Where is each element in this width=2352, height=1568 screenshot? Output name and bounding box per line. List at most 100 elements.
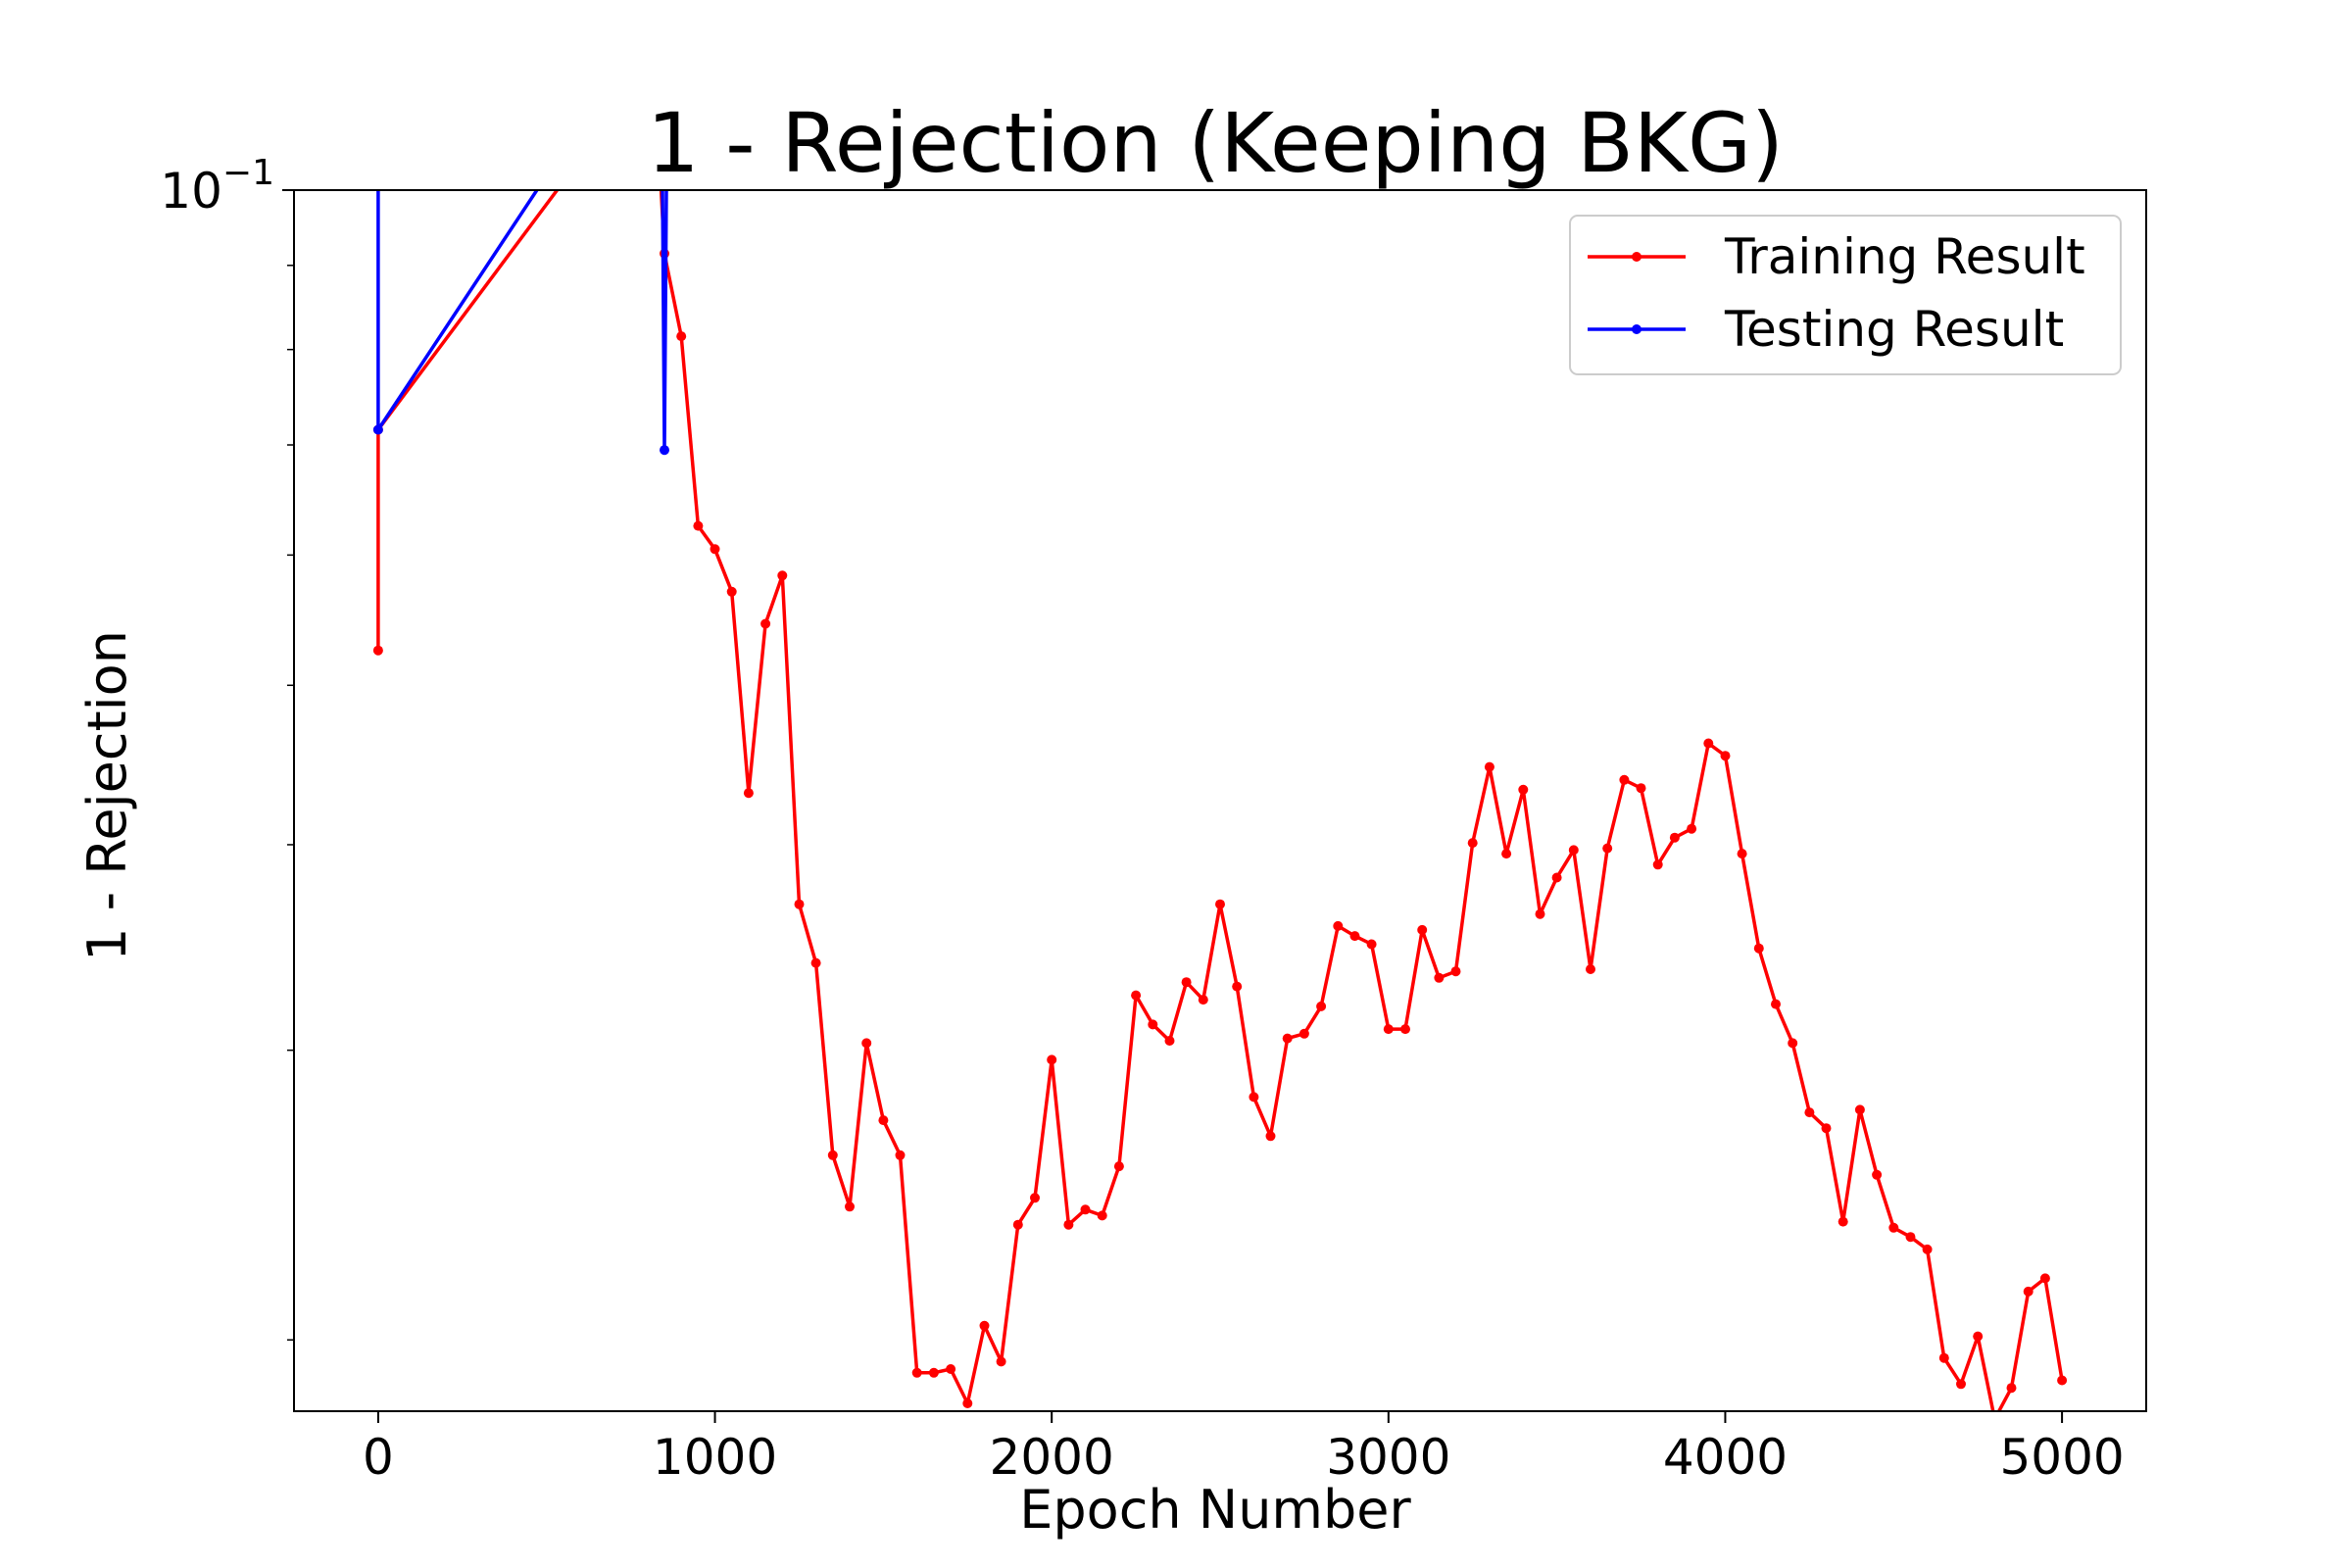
data-point (373, 55, 383, 65)
data-point (878, 1115, 889, 1126)
chart-title: 1 - Rejection (Keeping BKG) (647, 95, 1784, 191)
data-point (676, 331, 687, 342)
legend-label: Testing Result (1724, 301, 2064, 358)
data-point (1181, 977, 1192, 988)
data-point (650, 55, 660, 65)
data-point (1922, 1244, 1933, 1254)
data-point (777, 570, 788, 581)
data-point (1333, 920, 1344, 931)
data-point (827, 1150, 838, 1160)
legend-frame (1569, 215, 2122, 375)
data-point (1450, 966, 1461, 977)
data-point (1131, 990, 1142, 1001)
data-point (372, 645, 383, 656)
data-point (657, 0, 666, 8)
data-point (660, 445, 669, 456)
data-point (1164, 1036, 1175, 1046)
data-point (1956, 1379, 1966, 1390)
data-point (962, 1398, 973, 1408)
data-point (1400, 1024, 1410, 1035)
data-point (1854, 1104, 1865, 1115)
data-point (2057, 1375, 2068, 1386)
data-point (1905, 1232, 1916, 1243)
data-point (2006, 1383, 2017, 1394)
data-point (1467, 838, 1478, 849)
data-point (1720, 751, 1731, 761)
data-point (1148, 1019, 1158, 1030)
x-axis: 0 1000 2000 3000 4000 5000 (363, 1411, 2125, 1486)
data-point (1938, 1352, 1949, 1363)
x-tick-label: 2000 (990, 1429, 1114, 1486)
plot-area (293, 189, 2147, 1412)
data-point (1602, 843, 1613, 854)
data-point (1669, 832, 1680, 843)
legend-item: Testing Result (1588, 301, 2064, 358)
data-point (1249, 1092, 1259, 1102)
data-point (1586, 964, 1595, 974)
legend-label: Training Result (1724, 228, 2085, 285)
data-point (911, 1367, 922, 1378)
data-point (1484, 761, 1494, 772)
data-point (1989, 1414, 1999, 1424)
data-point (1417, 924, 1428, 935)
data-point (693, 520, 704, 531)
data-point (1316, 1001, 1327, 1011)
data-point (1703, 738, 1714, 749)
y-axis-label: 1 - Rejection (76, 630, 138, 961)
data-point (1636, 783, 1646, 794)
data-point (1113, 1161, 1124, 1172)
legend-marker (1632, 324, 1642, 334)
data-point (2039, 1273, 2050, 1284)
data-point (372, 424, 383, 435)
data-point (1063, 1219, 1074, 1230)
x-tick-label: 5000 (1999, 1429, 2124, 1486)
data-point (1753, 943, 1764, 954)
series-line (376, 190, 668, 452)
data-point (895, 1150, 906, 1160)
data-point (946, 1364, 956, 1374)
data-point (1097, 1210, 1107, 1221)
y-axis: 10−1 (160, 153, 294, 1341)
data-point (794, 899, 805, 909)
data-point (1282, 1033, 1293, 1044)
data-point (726, 586, 737, 597)
data-point (1349, 931, 1360, 942)
data-point (1298, 1028, 1309, 1039)
data-point (928, 1367, 939, 1378)
data-point (1535, 908, 1545, 919)
data-point (1030, 1193, 1040, 1203)
legend: Training Result Testing Result (1569, 215, 2122, 375)
data-point (1366, 939, 1377, 950)
data-point (1788, 1038, 1798, 1049)
data-point (1012, 1219, 1023, 1230)
data-point (979, 1320, 990, 1331)
data-point (1383, 1024, 1394, 1035)
data-point (1501, 849, 1512, 859)
data-point (861, 1038, 872, 1049)
data-point (1568, 845, 1579, 856)
data-point (1821, 1123, 1832, 1134)
x-tick-label: 1000 (653, 1429, 777, 1486)
data-point (1265, 1131, 1276, 1142)
x-tick-label: 4000 (1663, 1429, 1788, 1486)
data-point (845, 1201, 855, 1212)
x-tick-label: 0 (363, 1429, 394, 1486)
data-point (1888, 1222, 1899, 1233)
data-point (1652, 859, 1663, 870)
x-axis-label: Epoch Number (1019, 1479, 1411, 1541)
data-point (1619, 774, 1630, 785)
y-tick-label: 10−1 (160, 153, 274, 220)
data-point (1215, 899, 1225, 909)
data-point (1551, 872, 1562, 883)
data-point (810, 957, 821, 968)
data-point (1047, 1054, 1057, 1065)
data-point (1518, 784, 1529, 795)
data-point (1434, 972, 1445, 983)
data-point (1687, 823, 1697, 834)
data-point (1804, 1107, 1815, 1118)
x-tick-label: 3000 (1326, 1429, 1450, 1486)
data-point (760, 618, 771, 629)
series-testing (372, 0, 669, 456)
data-point (1771, 999, 1781, 1009)
